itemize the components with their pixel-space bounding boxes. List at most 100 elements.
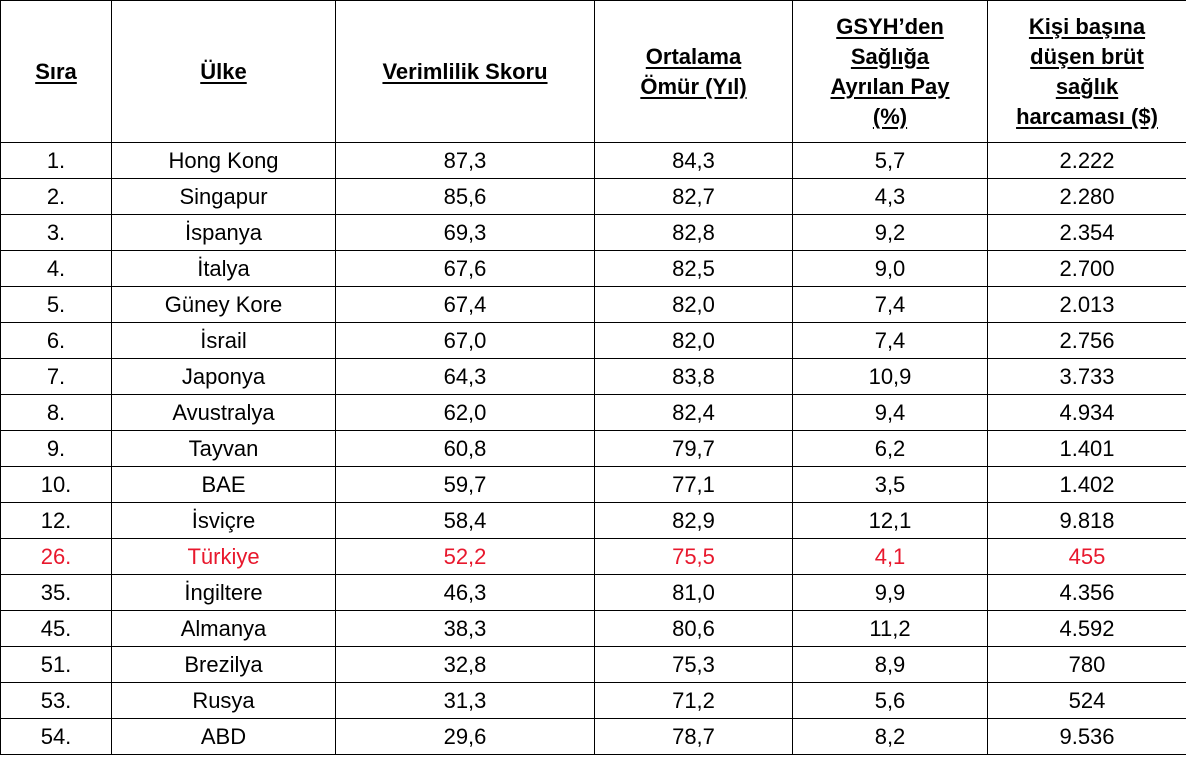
cell-gdp-health-share[interactable]: 8,9 (792, 646, 988, 683)
cell-country[interactable]: Rusya (111, 682, 336, 719)
header-life-expectancy[interactable]: Ortalama Ömür (Yıl) (594, 0, 793, 143)
cell-country[interactable]: Brezilya (111, 646, 336, 683)
cell-life-expectancy[interactable]: 82,5 (594, 250, 793, 287)
cell-efficiency-score[interactable]: 67,0 (335, 322, 595, 359)
cell-rank[interactable]: 4. (0, 250, 112, 287)
cell-per-capita-spending[interactable]: 455 (987, 538, 1186, 575)
cell-rank[interactable]: 6. (0, 322, 112, 359)
cell-gdp-health-share[interactable]: 9,4 (792, 394, 988, 431)
header-country[interactable]: Ülke (111, 0, 336, 143)
cell-rank[interactable]: 26. (0, 538, 112, 575)
cell-efficiency-score[interactable]: 46,3 (335, 574, 595, 611)
cell-per-capita-spending[interactable]: 4.592 (987, 610, 1186, 647)
cell-country[interactable]: Tayvan (111, 430, 336, 467)
cell-gdp-health-share[interactable]: 5,7 (792, 142, 988, 179)
cell-life-expectancy[interactable]: 75,5 (594, 538, 793, 575)
cell-per-capita-spending[interactable]: 2.013 (987, 286, 1186, 323)
cell-life-expectancy[interactable]: 80,6 (594, 610, 793, 647)
cell-efficiency-score[interactable]: 62,0 (335, 394, 595, 431)
cell-gdp-health-share[interactable]: 5,6 (792, 682, 988, 719)
cell-efficiency-score[interactable]: 60,8 (335, 430, 595, 467)
cell-country[interactable]: İsrail (111, 322, 336, 359)
cell-gdp-health-share[interactable]: 9,2 (792, 214, 988, 251)
cell-per-capita-spending[interactable]: 2.700 (987, 250, 1186, 287)
cell-rank[interactable]: 51. (0, 646, 112, 683)
cell-rank[interactable]: 7. (0, 358, 112, 395)
cell-country[interactable]: ABD (111, 718, 336, 755)
cell-rank[interactable]: 12. (0, 502, 112, 539)
header-rank[interactable]: Sıra (0, 0, 112, 143)
cell-gdp-health-share[interactable]: 11,2 (792, 610, 988, 647)
cell-life-expectancy[interactable]: 84,3 (594, 142, 793, 179)
cell-per-capita-spending[interactable]: 4.356 (987, 574, 1186, 611)
cell-efficiency-score[interactable]: 59,7 (335, 466, 595, 503)
cell-per-capita-spending[interactable]: 2.280 (987, 178, 1186, 215)
cell-life-expectancy[interactable]: 77,1 (594, 466, 793, 503)
cell-per-capita-spending[interactable]: 1.401 (987, 430, 1186, 467)
cell-per-capita-spending[interactable]: 2.756 (987, 322, 1186, 359)
cell-efficiency-score[interactable]: 85,6 (335, 178, 595, 215)
cell-efficiency-score[interactable]: 69,3 (335, 214, 595, 251)
cell-per-capita-spending[interactable]: 524 (987, 682, 1186, 719)
cell-life-expectancy[interactable]: 82,7 (594, 178, 793, 215)
cell-life-expectancy[interactable]: 81,0 (594, 574, 793, 611)
cell-rank[interactable]: 3. (0, 214, 112, 251)
cell-rank[interactable]: 1. (0, 142, 112, 179)
cell-life-expectancy[interactable]: 82,9 (594, 502, 793, 539)
cell-rank[interactable]: 5. (0, 286, 112, 323)
cell-efficiency-score[interactable]: 67,6 (335, 250, 595, 287)
cell-gdp-health-share[interactable]: 4,3 (792, 178, 988, 215)
cell-gdp-health-share[interactable]: 10,9 (792, 358, 988, 395)
cell-life-expectancy[interactable]: 83,8 (594, 358, 793, 395)
cell-gdp-health-share[interactable]: 9,9 (792, 574, 988, 611)
cell-country[interactable]: Avustralya (111, 394, 336, 431)
cell-gdp-health-share[interactable]: 7,4 (792, 322, 988, 359)
cell-life-expectancy[interactable]: 75,3 (594, 646, 793, 683)
cell-rank[interactable]: 8. (0, 394, 112, 431)
cell-gdp-health-share[interactable]: 12,1 (792, 502, 988, 539)
cell-efficiency-score[interactable]: 52,2 (335, 538, 595, 575)
cell-gdp-health-share[interactable]: 9,0 (792, 250, 988, 287)
cell-gdp-health-share[interactable]: 6,2 (792, 430, 988, 467)
cell-country[interactable]: Güney Kore (111, 286, 336, 323)
cell-life-expectancy[interactable]: 82,4 (594, 394, 793, 431)
cell-country[interactable]: İngiltere (111, 574, 336, 611)
cell-per-capita-spending[interactable]: 9.818 (987, 502, 1186, 539)
cell-efficiency-score[interactable]: 67,4 (335, 286, 595, 323)
cell-life-expectancy[interactable]: 82,0 (594, 286, 793, 323)
cell-rank[interactable]: 35. (0, 574, 112, 611)
cell-rank[interactable]: 54. (0, 718, 112, 755)
cell-life-expectancy[interactable]: 71,2 (594, 682, 793, 719)
cell-per-capita-spending[interactable]: 2.222 (987, 142, 1186, 179)
cell-per-capita-spending[interactable]: 3.733 (987, 358, 1186, 395)
cell-country[interactable]: Hong Kong (111, 142, 336, 179)
cell-gdp-health-share[interactable]: 3,5 (792, 466, 988, 503)
header-per-capita-spending[interactable]: Kişi başına düşen brüt sağlık harcaması … (987, 0, 1186, 143)
cell-rank[interactable]: 53. (0, 682, 112, 719)
cell-country[interactable]: Japonya (111, 358, 336, 395)
cell-gdp-health-share[interactable]: 8,2 (792, 718, 988, 755)
cell-efficiency-score[interactable]: 29,6 (335, 718, 595, 755)
cell-life-expectancy[interactable]: 82,8 (594, 214, 793, 251)
cell-per-capita-spending[interactable]: 9.536 (987, 718, 1186, 755)
cell-efficiency-score[interactable]: 31,3 (335, 682, 595, 719)
cell-life-expectancy[interactable]: 78,7 (594, 718, 793, 755)
cell-rank[interactable]: 10. (0, 466, 112, 503)
cell-efficiency-score[interactable]: 64,3 (335, 358, 595, 395)
cell-per-capita-spending[interactable]: 1.402 (987, 466, 1186, 503)
cell-country[interactable]: İsviçre (111, 502, 336, 539)
cell-efficiency-score[interactable]: 87,3 (335, 142, 595, 179)
cell-efficiency-score[interactable]: 38,3 (335, 610, 595, 647)
cell-efficiency-score[interactable]: 32,8 (335, 646, 595, 683)
cell-efficiency-score[interactable]: 58,4 (335, 502, 595, 539)
cell-country[interactable]: İtalya (111, 250, 336, 287)
cell-rank[interactable]: 9. (0, 430, 112, 467)
cell-country[interactable]: Singapur (111, 178, 336, 215)
cell-per-capita-spending[interactable]: 4.934 (987, 394, 1186, 431)
cell-rank[interactable]: 2. (0, 178, 112, 215)
cell-per-capita-spending[interactable]: 2.354 (987, 214, 1186, 251)
cell-country[interactable]: Almanya (111, 610, 336, 647)
cell-rank[interactable]: 45. (0, 610, 112, 647)
header-gdp-health-share[interactable]: GSYH’den Sağlığa Ayrılan Pay (%) (792, 0, 988, 143)
cell-country[interactable]: Türkiye (111, 538, 336, 575)
